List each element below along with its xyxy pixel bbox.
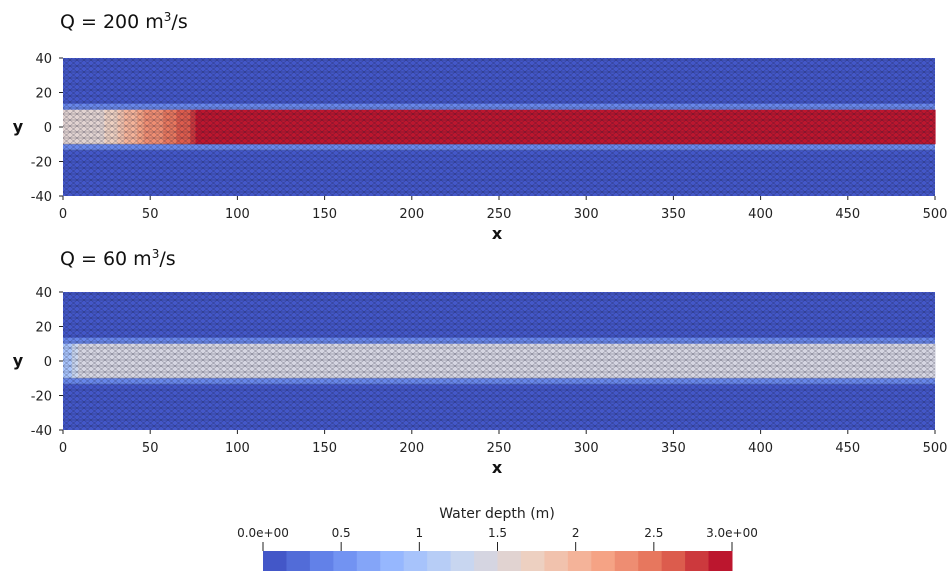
colorbar-tick-label: 0.0e+00 (237, 526, 289, 540)
colorbar-band (567, 551, 592, 571)
colorbar-band (614, 551, 639, 571)
colorbar-band (708, 551, 733, 571)
mesh-overlay (63, 292, 935, 430)
y-axis-label: y (13, 351, 24, 370)
colorbar-tick-label: 3.0e+00 (706, 526, 758, 540)
colorbar-tick-label: 2.5 (644, 526, 663, 540)
colorbar-band (309, 551, 334, 571)
y-tick-label: 20 (35, 87, 52, 102)
colorbar-bands (263, 551, 733, 571)
x-tick-label: 300 (574, 207, 599, 222)
colorbar-band (638, 551, 663, 571)
y-axis-label: y (13, 117, 24, 136)
x-tick-label: 500 (923, 441, 948, 456)
colorbar-band (474, 551, 498, 571)
x-tick-label: 250 (487, 207, 512, 222)
y-tick-label: -40 (31, 424, 52, 439)
x-tick-label: 50 (142, 207, 159, 222)
x-tick-label: 100 (225, 207, 250, 222)
colorbar-band (403, 551, 428, 571)
colorbar-title: Water depth (m) (439, 506, 555, 522)
x-tick-label: 300 (574, 441, 599, 456)
plot-area: 0 50 100 150 200 250 300 350 400 450 50040200-20-4… (31, 286, 948, 456)
y-tick-label: -40 (31, 190, 52, 205)
colorbar-band (520, 551, 545, 571)
mesh-overlay (63, 58, 935, 196)
panel-title: Q = 200 m3/s (60, 10, 188, 33)
colorbar-band (591, 551, 616, 571)
x-axis-label: x (492, 458, 503, 477)
x-tick-label: 200 (399, 441, 424, 456)
panel-q60: Q = 60 m3/s 0 50 100 150 200 250 300 350 400 450 5… (13, 247, 948, 477)
x-tick-label: 500 (923, 207, 948, 222)
y-tick-label: 40 (35, 286, 52, 301)
x-tick-label: 200 (399, 207, 424, 222)
x-tick-label: 100 (225, 441, 250, 456)
colorbar-band (497, 551, 522, 571)
x-axis-label: x (492, 224, 503, 243)
colorbar-band (544, 551, 569, 571)
colorbar-band (356, 551, 381, 571)
x-tick-label: 400 (748, 441, 773, 456)
x-tick-label: 350 (661, 441, 686, 456)
x-tick-label: 50 (142, 441, 159, 456)
y-tick-label: 20 (35, 321, 52, 336)
colorbar: Water depth (m) 0.0e+00 0.5 1 1.5 2 2.5 3.0e+0… (237, 506, 758, 571)
x-tick-label: 450 (835, 441, 860, 456)
panel-q200: Q = 200 m3/s 0 50 100 150 200 250 300 350 400 450… (13, 10, 948, 243)
colorbar-band (450, 551, 475, 571)
panel-title: Q = 60 m3/s (60, 247, 176, 270)
x-tick-label: 450 (835, 207, 860, 222)
colorbar-tick-label: 2 (572, 526, 580, 540)
x-tick-label: 0 (59, 207, 67, 222)
x-tick-label: 350 (661, 207, 686, 222)
colorbar-band (286, 551, 311, 571)
colorbar-band (263, 551, 287, 571)
x-tick-label: 150 (312, 207, 337, 222)
colorbar-band (380, 551, 405, 571)
y-tick-label: 40 (35, 52, 52, 67)
x-tick-label: 250 (487, 441, 512, 456)
y-tick-label: 0 (44, 355, 52, 370)
colorbar-tick-label: 0.5 (332, 526, 351, 540)
colorbar-band (685, 551, 710, 571)
x-tick-label: 150 (312, 441, 337, 456)
x-tick-label: 0 (59, 441, 67, 456)
colorbar-tick-label: 1 (416, 526, 424, 540)
plot-area: 0 50 100 150 200 250 300 350 400 450 50040200-20-4… (31, 52, 948, 222)
y-tick-label: 0 (44, 121, 52, 136)
colorbar-band (427, 551, 452, 571)
x-tick-label: 400 (748, 207, 773, 222)
y-tick-label: -20 (31, 156, 52, 171)
colorbar-band (661, 551, 686, 571)
colorbar-band (333, 551, 358, 571)
y-tick-label: -20 (31, 390, 52, 405)
colorbar-tick-label: 1.5 (488, 526, 507, 540)
colorbar-ticks: 0.0e+00 0.5 1 1.5 2 2.5 3.0e+00 (237, 526, 758, 551)
